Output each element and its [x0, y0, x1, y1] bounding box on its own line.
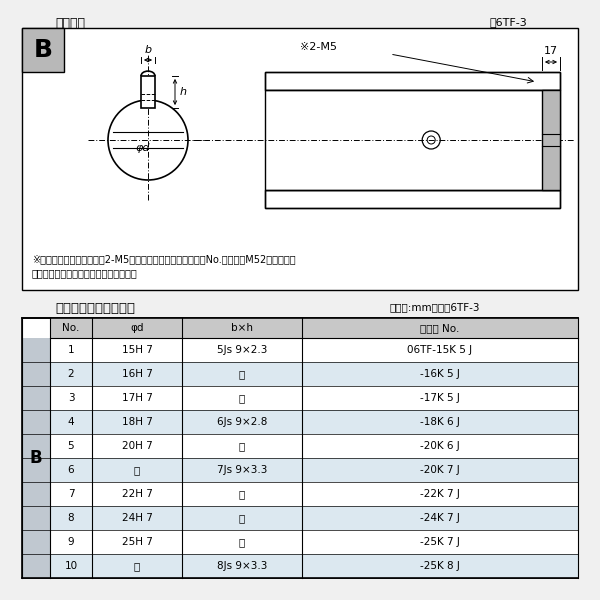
- Text: 〃: 〃: [239, 513, 245, 523]
- Text: φd: φd: [130, 323, 144, 333]
- Text: 5Js 9×2.3: 5Js 9×2.3: [217, 345, 267, 355]
- Text: 〃: 〃: [239, 369, 245, 379]
- Text: -22K 7 J: -22K 7 J: [420, 489, 460, 499]
- Text: 6: 6: [68, 465, 74, 475]
- Text: 17: 17: [544, 46, 558, 56]
- Bar: [50, 386, 578, 410]
- Text: 25H 7: 25H 7: [122, 537, 152, 547]
- Text: 9: 9: [68, 537, 74, 547]
- Text: -20K 6 J: -20K 6 J: [420, 441, 460, 451]
- Text: -16K 5 J: -16K 5 J: [420, 369, 460, 379]
- Bar: [50, 318, 578, 338]
- Text: 〃: 〃: [239, 489, 245, 499]
- Text: 軸穴形状コード一覧表: 軸穴形状コード一覧表: [55, 302, 135, 315]
- Bar: [50, 554, 578, 578]
- Text: 5: 5: [68, 441, 74, 451]
- Text: 8Js 9×3.3: 8Js 9×3.3: [217, 561, 267, 571]
- Text: 2: 2: [68, 369, 74, 379]
- Text: 1: 1: [68, 345, 74, 355]
- Text: 17H 7: 17H 7: [122, 393, 152, 403]
- Text: 〃: 〃: [134, 465, 140, 475]
- Text: 22H 7: 22H 7: [122, 489, 152, 499]
- Text: コード No.: コード No.: [421, 323, 460, 333]
- Text: h: h: [180, 87, 187, 97]
- Text: b: b: [145, 45, 152, 55]
- Text: B: B: [29, 449, 43, 467]
- Text: 8: 8: [68, 513, 74, 523]
- Bar: [265, 72, 560, 90]
- Bar: [22, 28, 64, 72]
- Bar: [50, 410, 578, 434]
- Bar: [141, 76, 155, 108]
- Bar: [50, 530, 578, 554]
- Bar: [50, 338, 578, 362]
- Text: 〃: 〃: [134, 561, 140, 571]
- Bar: [22, 28, 578, 290]
- Text: ※2-M5: ※2-M5: [300, 42, 337, 52]
- Bar: [50, 434, 578, 458]
- Bar: [50, 506, 578, 530]
- Bar: [265, 190, 560, 208]
- Text: -24K 7 J: -24K 7 J: [420, 513, 460, 523]
- Text: -25K 7 J: -25K 7 J: [420, 537, 460, 547]
- Text: φd: φd: [136, 143, 150, 153]
- Text: 〃: 〃: [239, 537, 245, 547]
- Text: 7Js 9×3.3: 7Js 9×3.3: [217, 465, 267, 475]
- Text: b×h: b×h: [231, 323, 253, 333]
- Bar: [22, 338, 50, 578]
- Text: 18H 7: 18H 7: [122, 417, 152, 427]
- Text: 軸穴形状: 軸穴形状: [55, 17, 85, 30]
- Text: 6Js 9×2.8: 6Js 9×2.8: [217, 417, 267, 427]
- Text: B: B: [34, 38, 53, 62]
- Text: 〃: 〃: [239, 393, 245, 403]
- Text: 24H 7: 24H 7: [122, 513, 152, 523]
- Text: 3: 3: [68, 393, 74, 403]
- Text: 7: 7: [68, 489, 74, 499]
- Bar: [50, 362, 578, 386]
- Text: 16H 7: 16H 7: [122, 369, 152, 379]
- Bar: [22, 318, 578, 578]
- Bar: [265, 190, 560, 208]
- Bar: [265, 190, 560, 208]
- Text: 〃: 〃: [239, 441, 245, 451]
- Bar: [265, 72, 560, 90]
- Text: -18K 6 J: -18K 6 J: [420, 417, 460, 427]
- Text: No.: No.: [62, 323, 80, 333]
- Bar: [542, 90, 560, 190]
- Bar: [50, 482, 578, 506]
- Bar: [50, 458, 578, 482]
- Text: （セットボルトは付属されています。）: （セットボルトは付属されています。）: [32, 268, 138, 278]
- Text: 15H 7: 15H 7: [122, 345, 152, 355]
- Text: 10: 10: [64, 561, 77, 571]
- Text: （単位:mm）　表6TF-3: （単位:mm） 表6TF-3: [390, 302, 481, 312]
- Bar: [265, 90, 560, 190]
- Text: 図6TF-3: 図6TF-3: [490, 17, 528, 27]
- Text: 4: 4: [68, 417, 74, 427]
- Bar: [265, 72, 560, 90]
- Text: -25K 8 J: -25K 8 J: [420, 561, 460, 571]
- Text: -17K 5 J: -17K 5 J: [420, 393, 460, 403]
- Text: 20H 7: 20H 7: [122, 441, 152, 451]
- Text: 06TF-15K 5 J: 06TF-15K 5 J: [407, 345, 473, 355]
- Text: -20K 7 J: -20K 7 J: [420, 465, 460, 475]
- Text: ※セットボルト用タップ（2-M5）が必要な場合は右記コードNo.の末尾にM52を付ける。: ※セットボルト用タップ（2-M5）が必要な場合は右記コードNo.の末尾にM52を…: [32, 254, 296, 264]
